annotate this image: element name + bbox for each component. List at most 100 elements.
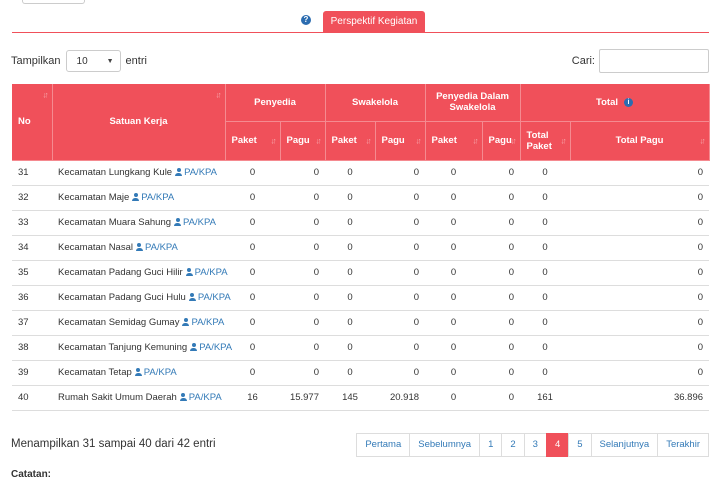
cell-penyedia-paket[interactable]: 0 — [225, 335, 280, 361]
pa-kpa-link[interactable]: PA/KPA — [183, 217, 216, 228]
cell-no: 37 — [12, 310, 52, 336]
cell-total-pagu: 0 — [570, 310, 710, 336]
pa-kpa-link[interactable]: PA/KPA — [199, 342, 233, 353]
cell-pds-paket[interactable]: 0 — [425, 285, 483, 311]
page-3-button[interactable]: 3 — [523, 433, 547, 457]
cell-swakelola-pagu: 0 — [375, 310, 426, 336]
cell-total-pagu: 0 — [570, 260, 710, 286]
question-circle-icon[interactable]: ? — [301, 15, 311, 25]
cell-swakelola-pagu: 0 — [375, 235, 426, 261]
pa-kpa-link[interactable]: PA/KPA — [144, 242, 178, 253]
tab-perspektif-kegiatan[interactable]: Perspektif Kegiatan — [323, 11, 425, 33]
header-penyedia-pagu[interactable]: Pagu ↓↑ — [280, 121, 326, 161]
pa-kpa-link[interactable]: PA/KPA — [141, 192, 175, 203]
cell-swakelola-paket[interactable]: 0 — [325, 335, 375, 361]
cell-penyedia-paket[interactable]: 0 — [225, 360, 280, 386]
cell-pds-paket[interactable]: 0 — [425, 235, 483, 261]
cell-pds-paket[interactable]: 0 — [425, 260, 483, 286]
cell-satuan-kerja: Kecamatan Semidag Gumay PA/KPA — [52, 310, 225, 336]
cell-swakelola-paket[interactable]: 0 — [325, 360, 375, 386]
cell-swakelola-paket[interactable]: 0 — [325, 159, 375, 186]
user-icon — [179, 393, 187, 401]
cell-pds-paket[interactable]: 0 — [425, 310, 483, 336]
cell-pds-paket[interactable]: 0 — [425, 335, 483, 361]
header-swakelola-paket[interactable]: Paket ↓↑ — [325, 121, 376, 161]
cell-swakelola-pagu: 0 — [375, 159, 426, 186]
sort-icon: ↓↑ — [415, 136, 422, 145]
cell-satuan-kerja: Kecamatan Maje PA/KPA — [52, 185, 225, 211]
cell-pds-paket[interactable]: 0 — [425, 159, 483, 186]
header-swakelola-pagu[interactable]: Pagu ↓↑ — [375, 121, 426, 161]
cell-total-paket: 0 — [520, 360, 571, 386]
cell-swakelola-paket[interactable]: 145 — [325, 385, 375, 411]
page-2-button[interactable]: 2 — [501, 433, 525, 457]
page-5-button[interactable]: 5 — [568, 433, 592, 457]
cell-penyedia-paket[interactable]: 0 — [225, 285, 280, 311]
page-1-button[interactable]: 1 — [479, 433, 503, 457]
header-pds-paket[interactable]: Paket ↓↑ — [425, 121, 483, 161]
cell-pds-paket[interactable]: 0 — [425, 210, 483, 236]
info-circle-icon[interactable]: i — [624, 97, 634, 107]
header-no[interactable]: No ↓↑ — [12, 84, 53, 161]
table-row: 35 Kecamatan Padang Guci Hilir PA/KPA 0 0 0 0 0… — [12, 260, 710, 286]
notes-label: Catatan: — [11, 469, 52, 477]
cell-penyedia-paket[interactable]: 0 — [225, 185, 280, 211]
user-icon — [190, 343, 198, 351]
cell-total-pagu: 0 — [570, 185, 710, 211]
cell-penyedia-paket[interactable]: 0 — [225, 159, 280, 186]
header-pds-pagu[interactable]: Pagu ↓↑ — [482, 121, 521, 161]
top-dropdown-stub[interactable] — [22, 0, 85, 4]
user-icon — [185, 268, 193, 276]
cell-no: 32 — [12, 185, 52, 211]
satker-name: Kecamatan Lungkang Kule — [58, 167, 173, 178]
page-next-button[interactable]: Selanjutnya — [590, 433, 659, 457]
cell-swakelola-paket[interactable]: 0 — [325, 310, 375, 336]
search-input[interactable] — [599, 49, 709, 73]
cell-swakelola-paket[interactable]: 0 — [325, 210, 375, 236]
pa-kpa-link[interactable]: PA/KPA — [143, 367, 177, 378]
cell-satuan-kerja: Kecamatan Padang Guci Hulu PA/KPA — [52, 285, 231, 311]
cell-total-paket: 0 — [520, 235, 571, 261]
cell-penyedia-pagu: 0 — [280, 310, 325, 336]
header-total-pagu[interactable]: Total Pagu ↓↑ — [570, 121, 710, 161]
sort-icon: ↓↑ — [42, 90, 49, 100]
header-satuan-kerja[interactable]: Satuan Kerja ↓↑ — [52, 84, 226, 161]
entries-select[interactable]: 10 ▼ — [65, 50, 121, 72]
cell-pds-paket[interactable]: 0 — [425, 385, 483, 411]
header-penyedia-paket[interactable]: Paket ↓↑ — [225, 121, 281, 161]
cell-no: 31 — [12, 159, 52, 186]
cell-penyedia-paket[interactable]: 16 — [225, 385, 280, 411]
cell-pds-paket[interactable]: 0 — [425, 185, 483, 211]
header-total-paket[interactable]: Total Paket ↓↑ — [520, 121, 571, 161]
cell-swakelola-paket[interactable]: 0 — [325, 285, 375, 311]
header-penyedia: Penyedia — [225, 84, 326, 122]
cell-pds-pagu: 0 — [482, 335, 521, 361]
table-info: Menampilkan 31 sampai 40 dari 42 entri — [11, 438, 216, 450]
pa-kpa-link[interactable]: PA/KPA — [191, 317, 225, 328]
pa-kpa-link[interactable]: PA/KPA — [184, 167, 218, 178]
pa-kpa-link[interactable]: PA/KPA — [194, 267, 228, 278]
cell-total-pagu: 0 — [570, 235, 710, 261]
page-first-button[interactable]: Pertama — [356, 433, 411, 457]
search-label: Cari: — [571, 55, 595, 67]
pa-kpa-link[interactable]: PA/KPA — [188, 392, 222, 403]
header-penyedia-dalam-swakelola: Penyedia Dalam Swakelola — [425, 84, 521, 122]
cell-penyedia-paket[interactable]: 0 — [225, 210, 280, 236]
cell-total-paket: 0 — [520, 185, 571, 211]
cell-swakelola-paket[interactable]: 0 — [325, 185, 375, 211]
user-icon — [132, 193, 140, 201]
page-last-button[interactable]: Terakhir — [657, 433, 709, 457]
cell-swakelola-paket[interactable]: 0 — [325, 235, 375, 261]
cell-pds-pagu: 0 — [482, 159, 521, 186]
cell-swakelola-paket[interactable]: 0 — [325, 260, 375, 286]
cell-penyedia-paket[interactable]: 0 — [225, 310, 280, 336]
page-4-button[interactable]: 4 — [545, 433, 570, 457]
cell-pds-paket[interactable]: 0 — [425, 360, 483, 386]
pa-kpa-link[interactable]: PA/KPA — [197, 292, 231, 303]
cell-penyedia-paket[interactable]: 0 — [225, 260, 280, 286]
page-prev-button[interactable]: Sebelumnya — [409, 433, 481, 457]
cell-total-pagu: 0 — [570, 335, 710, 361]
cell-pds-pagu: 0 — [482, 235, 521, 261]
cell-penyedia-paket[interactable]: 0 — [225, 235, 280, 261]
sort-icon: ↓↑ — [270, 136, 277, 145]
